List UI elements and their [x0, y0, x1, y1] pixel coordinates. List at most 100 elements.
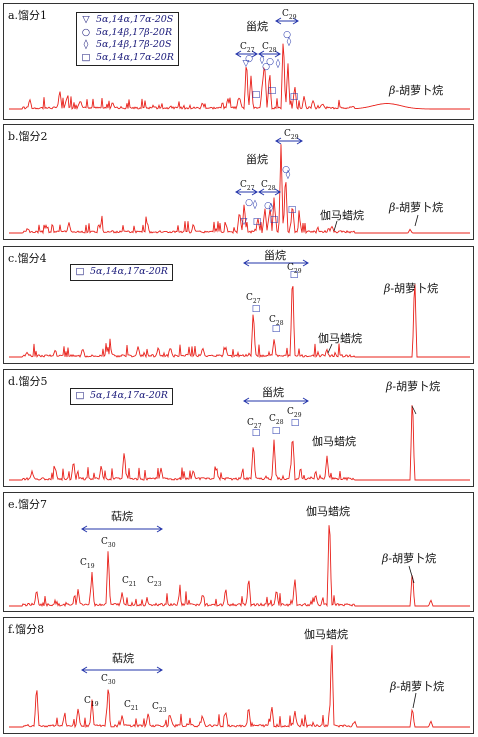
c23-label: C23	[147, 576, 162, 588]
arrow-head-icon	[258, 188, 265, 196]
arrow-head-icon	[235, 50, 242, 58]
c28-label: C28	[262, 42, 277, 54]
legend: □ 5α,14α,17α-20R	[70, 388, 173, 405]
c23-label: C23	[152, 702, 167, 714]
arrow-head-icon	[243, 397, 250, 405]
gammacerane-label: 伽马蜡烷	[312, 435, 356, 448]
c21-label: C21	[124, 700, 139, 712]
trace-d: □ □ □	[9, 397, 470, 482]
chromatogram-trace	[9, 525, 470, 608]
arrow-head-icon	[251, 188, 258, 196]
peak-marker-icon: □	[290, 270, 299, 280]
terpanes-label: 萜烷	[112, 652, 134, 665]
carotane-label: β-胡萝卜烷	[389, 201, 444, 214]
trace-b: ○ ◊▽○◊○◊□ □□	[9, 137, 470, 235]
panel-b: ○ ◊ ▽ ○ ◊ ○ ◊ □ □ □ b.馏分2 甾烷 C29 C27 C28 伽马蜡烷 β-胡…	[3, 124, 474, 240]
trace-e	[9, 525, 470, 608]
c27-label: C27	[246, 293, 261, 305]
carotane-label: β-胡萝卜烷	[389, 84, 444, 97]
c19-label: C19	[80, 558, 95, 570]
panel-title: e.馏分7	[8, 498, 48, 511]
gammacerane-label: 伽马蜡烷	[318, 332, 362, 345]
arrow-head-icon	[292, 17, 299, 25]
peak-marker-icon: ○	[245, 198, 253, 208]
peak-marker-icon: ◊	[260, 54, 265, 65]
c29-label: C29	[287, 407, 302, 419]
c29-label: C29	[284, 129, 299, 141]
arrow-head-icon	[296, 137, 303, 145]
gammacerane-label: 伽马蜡烷	[320, 209, 364, 222]
steranes-label: 甾烷	[264, 249, 286, 262]
c27-label: C27	[240, 42, 255, 54]
c29-label: C29	[287, 263, 302, 275]
arrow-head-icon	[251, 50, 258, 58]
c30-label: C30	[101, 537, 116, 549]
panel-d: □ □ □ d.馏分5 □ 5α,14α,17α-20R 甾烷 C27 C28 C29…	[3, 369, 474, 487]
c19-label: C19	[84, 696, 99, 708]
c28-label: C28	[269, 414, 284, 426]
peak-marker-icon: □	[272, 324, 281, 334]
square-icon: □	[75, 266, 85, 277]
panel-e: e.馏分7 萜烷 C30 C19 C21 C23 伽马蜡烷 β-胡萝卜烷	[3, 492, 474, 612]
triangle-down-icon: ▽	[82, 14, 90, 25]
terpanes-label: 萜烷	[111, 510, 133, 523]
peak-marker-icon: ◊	[287, 36, 292, 47]
steranes-label: 甾烷	[246, 153, 268, 166]
peak-marker-icon: ◊	[286, 169, 291, 180]
chromatogram-trace	[9, 284, 470, 359]
peak-marker-icon: □	[252, 428, 261, 438]
arrow-head-icon	[302, 259, 309, 267]
c27-label: C27	[240, 180, 255, 192]
peak-marker-icon: ○	[245, 54, 253, 64]
leader-line	[411, 405, 417, 415]
arrow-head-icon	[81, 525, 88, 533]
peak-marker-icon: □	[290, 92, 299, 102]
leader-line	[327, 343, 333, 354]
arrow-head-icon	[274, 50, 281, 58]
peak-marker-icon: ○	[282, 165, 290, 175]
steranes-label: 甾烷	[246, 20, 268, 33]
gammacerane-label: 伽马蜡烷	[304, 628, 348, 641]
leader-line	[412, 692, 417, 709]
peak-marker-icon: ◊	[253, 199, 258, 210]
trace-a: ▽○ ◊○○ ◊○◊□ □□	[9, 17, 470, 111]
panel-a: ▽ ○ ◊ ○ ○ ◊ ○ ◊ □ □ □ a.馏分1 ▽ 5α,14α,17α-20S ○ 5α,14…	[3, 3, 474, 120]
carotane-label: β-胡萝卜烷	[386, 380, 441, 393]
panel-title: f.馏分8	[8, 623, 45, 636]
square-icon: □	[81, 51, 91, 63]
panel-title: a.馏分1	[8, 9, 48, 22]
chromatogram-trace	[9, 144, 470, 235]
arrow-head-icon	[302, 397, 309, 405]
peak-marker-icon: □	[252, 90, 261, 100]
peak-marker-icon: □	[252, 304, 261, 314]
gammacerane-label: 伽马蜡烷	[306, 505, 350, 518]
arrow-head-icon	[81, 666, 88, 674]
chromatogram-trace	[9, 43, 470, 111]
peak-marker-icon: ▽	[243, 59, 250, 69]
peak-marker-icon: □	[270, 215, 279, 225]
panel-title: b.馏分2	[8, 130, 48, 143]
arrow-head-icon	[156, 666, 163, 674]
peak-marker-icon: ○	[262, 62, 270, 72]
c21-label: C21	[122, 576, 137, 588]
c29-label: C29	[282, 9, 297, 21]
panel-title: c.馏分4	[8, 252, 47, 265]
carotane-label: β-胡萝卜烷	[384, 282, 439, 295]
arrow-head-icon	[275, 17, 282, 25]
panel-f: f.馏分8 萜烷 C30 C19 C21 C23 伽马蜡烷 β-胡萝卜烷	[3, 617, 474, 734]
legend-item: □ 5α,14α,17α-20R	[75, 390, 168, 401]
legend-item: ◊ 5α,14β,17β-20S	[81, 39, 174, 52]
circle-icon: ○	[81, 26, 91, 38]
leader-line	[414, 214, 419, 227]
c30-label: C30	[101, 674, 116, 686]
c28-label: C28	[269, 315, 284, 327]
legend: □ 5α,14α,17α-20R	[70, 264, 173, 281]
carotane-label: β-胡萝卜烷	[390, 680, 445, 693]
peak-marker-icon: □	[291, 418, 300, 428]
peak-marker-icon: ○	[264, 201, 272, 211]
carotane-label: β-胡萝卜烷	[382, 552, 437, 565]
leader-line	[333, 220, 338, 232]
peak-marker-icon: □	[253, 217, 262, 227]
peak-marker-icon: ◊	[276, 58, 281, 69]
arrow-head-icon	[235, 188, 242, 196]
